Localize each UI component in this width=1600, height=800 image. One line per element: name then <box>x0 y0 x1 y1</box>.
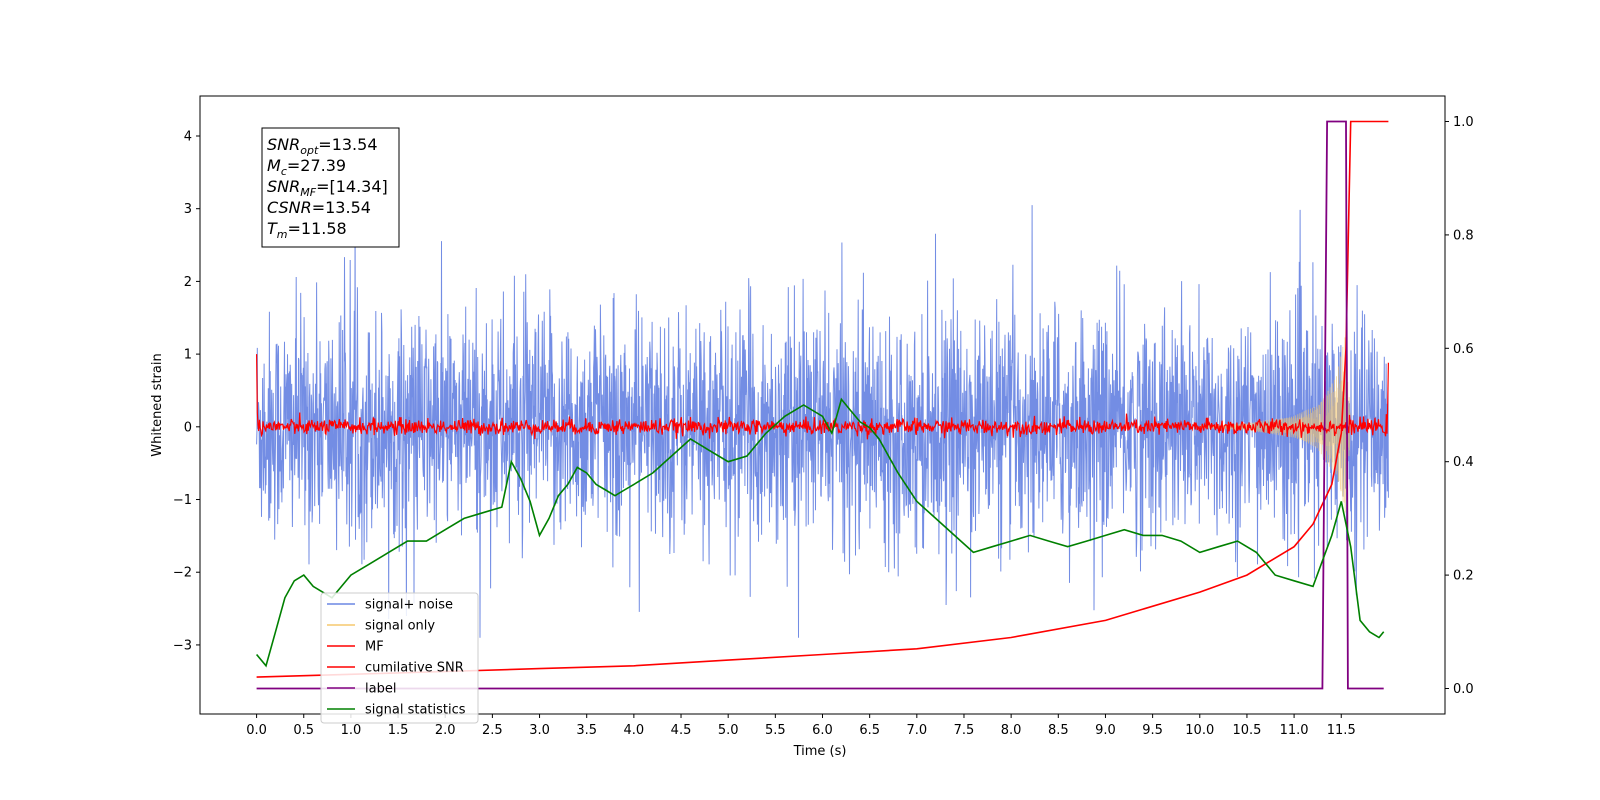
y-tick-label: −2 <box>173 566 192 581</box>
x-tick-label: 1.5 <box>388 723 409 738</box>
y-axis-left: −3 −2 −1 0 1 2 3 4 <box>173 129 200 653</box>
y2-tick-label: 0.2 <box>1453 569 1474 584</box>
series-signal-plus-noise <box>256 205 1389 638</box>
y-tick-label: 3 <box>184 202 192 217</box>
series-cumilative-snr <box>256 120 1389 678</box>
annotation-line: SNRopt=13.54 <box>267 135 378 157</box>
y-tick-label: 4 <box>184 129 192 144</box>
x-tick-label: 2.5 <box>482 723 503 738</box>
legend-frame <box>320 592 479 724</box>
y-tick-label: −1 <box>173 493 192 508</box>
series-label <box>256 120 1384 690</box>
x-axis: 0.0 0.5 1.0 1.5 2.0 2.5 3.0 3.5 4.0 4.5 5.0 5.5 6.0 6… <box>246 714 1356 738</box>
y-tick-label: 2 <box>184 275 192 290</box>
x-tick-label: 3.5 <box>576 723 597 738</box>
series-layer <box>255 120 1389 690</box>
series-mf <box>256 354 1389 440</box>
x-tick-label: 5.0 <box>718 723 739 738</box>
x-tick-label: 7.0 <box>906 723 927 738</box>
legend-item: cumilative SNR <box>365 661 464 676</box>
y-tick-label: 1 <box>184 348 192 363</box>
annotation-line: Mc=27.39 <box>267 156 346 178</box>
x-tick-label: 6.5 <box>859 723 880 738</box>
y-axis-right: 0.0 0.2 0.4 0.6 0.8 1.0 <box>1445 115 1474 697</box>
y2-tick-label: 0.4 <box>1453 455 1474 470</box>
y2-tick-label: 0.6 <box>1453 342 1474 357</box>
x-tick-label: 3.0 <box>529 723 550 738</box>
x-tick-label: 7.5 <box>954 723 975 738</box>
x-tick-label: 2.0 <box>435 723 456 738</box>
x-tick-label: 0.5 <box>293 723 314 738</box>
series-signal-statistics <box>255 397 1385 668</box>
legend-item: signal+ noise <box>365 598 453 613</box>
x-tick-label: 8.5 <box>1048 723 1069 738</box>
x-tick-label: 5.5 <box>765 723 786 738</box>
x-tick-label: 8.0 <box>1001 723 1022 738</box>
legend: signal+ noise signal only MF cumilative SNR… <box>320 592 479 724</box>
x-tick-label: 9.0 <box>1095 723 1116 738</box>
y-tick-label: −3 <box>173 638 192 653</box>
y2-tick-label: 1.0 <box>1453 115 1474 130</box>
y-tick-label: 0 <box>184 420 192 435</box>
annotation-line: CSNR=13.54 <box>267 198 371 217</box>
x-tick-label: 1.0 <box>341 723 362 738</box>
x-tick-label: 10.5 <box>1232 723 1261 738</box>
x-axis-label: Time (s) <box>793 744 847 759</box>
x-tick-label: 11.0 <box>1280 723 1309 738</box>
annotation-frame <box>261 127 400 248</box>
x-tick-label: 10.0 <box>1185 723 1214 738</box>
y-axis-label: Whitened strain <box>150 353 165 456</box>
annotation-line: Tm=11.58 <box>267 219 347 241</box>
parameter-annotation-box: SNRopt=13.54Mc=27.39SNRMF=[14.34]CSNR=13… <box>261 127 400 248</box>
y2-tick-label: 0.0 <box>1453 682 1474 697</box>
y2-tick-label: 0.8 <box>1453 228 1474 243</box>
x-tick-label: 4.0 <box>624 723 645 738</box>
legend-item: label <box>365 682 396 697</box>
legend-item: MF <box>365 640 384 655</box>
x-tick-label: 0.0 <box>246 723 267 738</box>
legend-item: signal only <box>365 619 435 634</box>
legend-item: signal statistics <box>365 703 466 718</box>
x-tick-label: 6.0 <box>812 723 833 738</box>
x-tick-label: 11.5 <box>1327 723 1356 738</box>
annotation-line: SNRMF=[14.34] <box>267 177 388 199</box>
x-tick-label: 9.5 <box>1142 723 1163 738</box>
x-tick-label: 4.5 <box>671 723 692 738</box>
